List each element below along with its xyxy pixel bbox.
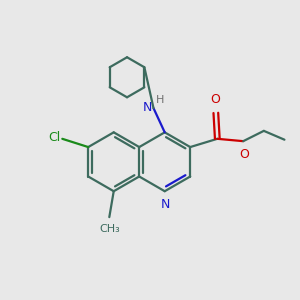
Text: O: O — [239, 148, 249, 160]
Text: O: O — [210, 93, 220, 106]
Text: N: N — [161, 198, 171, 211]
Text: Cl: Cl — [48, 131, 60, 144]
Text: H: H — [156, 95, 164, 105]
Text: N: N — [143, 101, 152, 114]
Text: CH₃: CH₃ — [99, 224, 120, 234]
